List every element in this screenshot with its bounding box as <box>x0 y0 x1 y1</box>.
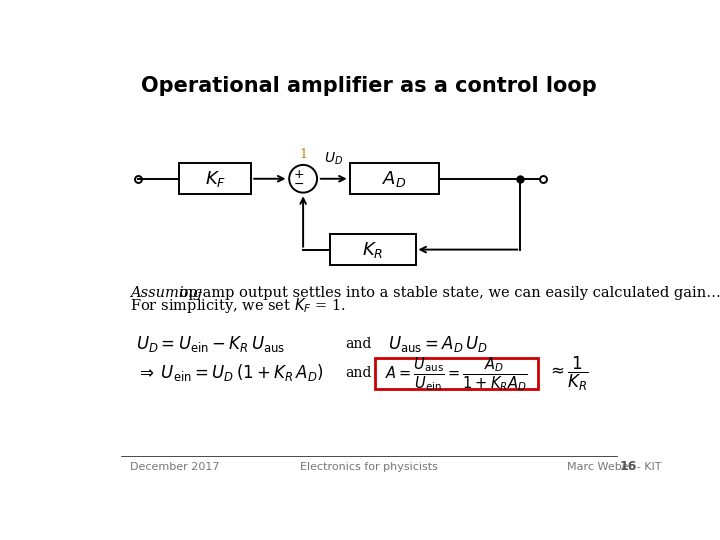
Text: and: and <box>346 338 372 352</box>
Text: $\approx \dfrac{1}{K_R}$: $\approx \dfrac{1}{K_R}$ <box>547 354 589 393</box>
Text: $\Rightarrow\;U_{\mathrm{ein}} = U_D\,(1 + K_R\,A_D)$: $\Rightarrow\;U_{\mathrm{ein}} = U_D\,(1… <box>137 362 324 383</box>
Text: $U_{\mathrm{aus}} = A_D\,U_D$: $U_{\mathrm{aus}} = A_D\,U_D$ <box>388 334 488 354</box>
Text: 1: 1 <box>299 148 307 161</box>
Bar <box>179 164 251 194</box>
Text: For simplicity, we set $K_F$ = 1.: For simplicity, we set $K_F$ = 1. <box>130 295 346 314</box>
Text: and: and <box>346 366 372 380</box>
Text: Operational amplifier as a control loop: Operational amplifier as a control loop <box>141 76 597 96</box>
Text: Marc Weber - KIT: Marc Weber - KIT <box>567 462 661 472</box>
Text: op-amp output settles into a stable state, we can easily calculated gain…: op-amp output settles into a stable stat… <box>175 286 720 300</box>
Text: $A = \dfrac{U_{\mathrm{aus}}}{U_{\mathrm{ein}}} = \dfrac{A_D}{1+K_R A_D}$: $A = \dfrac{U_{\mathrm{aus}}}{U_{\mathrm… <box>385 355 528 393</box>
Text: $U_D$: $U_D$ <box>324 151 343 167</box>
Text: $U_D = U_{\mathrm{ein}} - K_R\,U_{\mathrm{aus}}$: $U_D = U_{\mathrm{ein}} - K_R\,U_{\mathr… <box>137 334 286 354</box>
Text: $K_F$: $K_F$ <box>204 169 226 189</box>
Bar <box>350 164 438 194</box>
Text: 16: 16 <box>620 460 637 473</box>
Text: +: + <box>294 167 305 181</box>
Bar <box>375 358 538 389</box>
Text: −: − <box>294 178 305 191</box>
Text: $K_R$: $K_R$ <box>362 240 384 260</box>
Text: Electronics for physicists: Electronics for physicists <box>300 462 438 472</box>
Bar <box>330 234 415 265</box>
Text: December 2017: December 2017 <box>130 462 220 472</box>
Text: $A_D$: $A_D$ <box>382 169 406 189</box>
Text: Assuming: Assuming <box>130 286 202 300</box>
